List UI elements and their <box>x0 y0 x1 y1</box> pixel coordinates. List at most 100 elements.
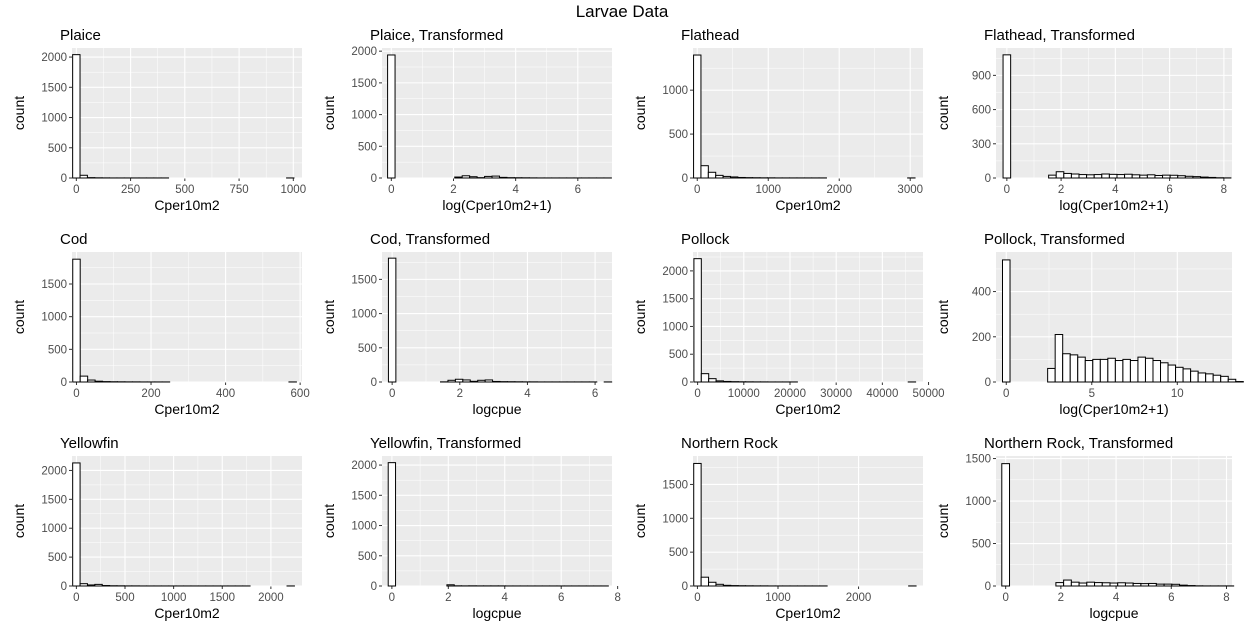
panel-7-x-tick-label: 10 <box>1171 388 1184 400</box>
panel-8-y-tick-label: 1000 <box>41 523 67 535</box>
panel-11-bar <box>1063 579 1072 587</box>
panel-6-y-tick-label: 2000 <box>662 266 688 278</box>
panel-2-x-tick-label: 1000 <box>755 184 781 196</box>
panel-4-x-tick-label: 600 <box>291 388 310 400</box>
panel-0-x-tick-label: 1000 <box>281 184 307 196</box>
panel-3-bar <box>1207 176 1217 179</box>
panel-0-x-tick-label: 500 <box>175 184 194 196</box>
panel-2-x-tick-label: 2000 <box>826 184 852 196</box>
panel-3-bar <box>1124 173 1133 179</box>
panel-3-bar <box>1177 175 1186 179</box>
panel-7-bar <box>1069 354 1079 383</box>
panel-11-x-tick-label: 4 <box>1113 592 1120 604</box>
panel-8-background <box>72 456 302 586</box>
panel-6-x-tick-label: 30000 <box>820 388 852 400</box>
panel-2-x-tick-label: 0 <box>694 184 700 196</box>
panel-5-bar <box>484 379 494 383</box>
panel-7-y-tick-label: 0 <box>985 377 991 389</box>
panel-1-bar <box>461 175 471 179</box>
panel-1-bar <box>454 176 463 179</box>
panel-1-y-tick-label: 1000 <box>351 110 377 122</box>
panel-2-x-tick-label: 3000 <box>897 184 923 196</box>
panel-10-y-axis-label: count <box>632 504 648 538</box>
panel-6-bar <box>708 378 717 383</box>
panel-7-bar <box>1114 360 1124 383</box>
panel-10-bar <box>708 581 717 587</box>
panel-10-y-tick-label: 1500 <box>662 479 688 491</box>
panel-3-bar <box>1131 174 1141 179</box>
panel-7-bar <box>1047 367 1056 383</box>
panel-1-bar <box>491 175 500 179</box>
panel-11-title: Northern Rock, Transformed <box>984 435 1173 452</box>
panel-8-x-tick-label: 2000 <box>258 592 284 604</box>
panel-0-y-tick-label: 2000 <box>41 52 67 64</box>
panel-3-bar <box>1108 173 1118 179</box>
panel-7-bar <box>1197 372 1207 383</box>
panel-8-y-tick-label: 0 <box>61 581 67 593</box>
panel-7-bar <box>1152 360 1162 383</box>
panel-10-background <box>693 456 923 586</box>
panel-7-bar <box>1077 356 1086 383</box>
panel-1-x-tick-label: 4 <box>512 184 519 196</box>
panel-7-bar <box>1129 360 1139 383</box>
panel-5-bar <box>469 380 479 383</box>
panel-8-x-tick-label: 0 <box>73 592 79 604</box>
panel-1-bar <box>498 176 508 179</box>
panel-8-bar <box>86 584 96 587</box>
panel-4-title: Cod <box>60 231 88 248</box>
panel-9-x-tick-label: 2 <box>445 592 451 604</box>
panel-11-bar <box>1124 582 1134 587</box>
panel-2-bar <box>722 175 731 179</box>
panel-2-bar <box>715 174 724 179</box>
panel-1-bar <box>387 54 396 179</box>
panel-7-bar <box>1212 374 1222 383</box>
panel-5-y-tick-label: 0 <box>371 377 377 389</box>
panel-7-y-tick-label: 400 <box>972 287 991 299</box>
panel-0-x-axis-label: Cper10m2 <box>154 197 220 213</box>
panel-10-title: Northern Rock <box>681 435 778 452</box>
panel-0-x-tick-label: 250 <box>121 184 140 196</box>
panel-1-x-tick-label: 0 <box>388 184 394 196</box>
panel-0-y-tick-label: 500 <box>48 143 67 155</box>
panel-3-bar <box>1116 174 1126 179</box>
panel-4-bar <box>72 258 81 383</box>
panel-11-bar <box>1109 582 1119 587</box>
panel-11-bar <box>1163 583 1173 587</box>
panel-3-bar <box>1086 174 1095 179</box>
panel-8-y-tick-label: 2000 <box>41 465 67 477</box>
panel-11-y-tick-label: 1000 <box>965 496 991 508</box>
panel-1-y-tick-label: 1500 <box>351 78 377 90</box>
panel-4-y-tick-label: 500 <box>48 344 67 356</box>
panel-9-y-tick-label: 1000 <box>351 521 377 533</box>
panel-4-y-tick-label: 1000 <box>41 312 67 324</box>
panel-1-x-tick-label: 2 <box>450 184 456 196</box>
panel-2-y-tick-label: 1000 <box>662 85 688 97</box>
panel-10-y-tick-label: 0 <box>682 581 688 593</box>
panel-11-bar <box>1078 582 1088 587</box>
panel-6-y-tick-label: 1000 <box>662 321 688 333</box>
panel-3-bar <box>1048 174 1057 179</box>
panel-7-bar <box>1054 334 1064 383</box>
panel-7-bar <box>1227 378 1237 383</box>
panel-1-bar <box>484 175 493 179</box>
panel-4-x-tick-label: 0 <box>73 388 79 400</box>
panel-7-bar <box>1122 358 1131 383</box>
panel-11-bar <box>1094 582 1103 587</box>
panel-7-bar <box>1099 358 1109 383</box>
panel-3-x-tick-label: 2 <box>1058 184 1064 196</box>
panel-5-x-tick-label: 0 <box>389 388 395 400</box>
panel-11-bar <box>1155 583 1165 587</box>
panel-1-y-tick-label: 500 <box>358 141 377 153</box>
panel-3-y-tick-label: 600 <box>972 105 991 117</box>
panel-6-y-tick-label: 0 <box>682 377 688 389</box>
panel-4-y-tick-label: 0 <box>61 377 67 389</box>
panel-1-background <box>382 48 612 178</box>
panel-3-bar <box>1169 174 1179 179</box>
panel-5-bar <box>462 379 471 383</box>
panel-10-bar <box>700 576 710 587</box>
panel-8-bar <box>72 462 81 587</box>
panel-11-x-tick-label: 2 <box>1058 592 1064 604</box>
panel-9-x-tick-label: 8 <box>614 592 620 604</box>
panel-2-bar <box>707 171 717 179</box>
panel-11-bar <box>1001 463 1011 587</box>
